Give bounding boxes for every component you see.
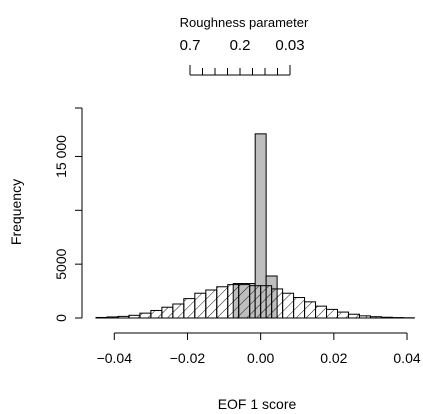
legend-label-low: 0.7 (180, 37, 201, 54)
hatched-bar-13 (238, 284, 251, 319)
hatched-bar-8 (183, 298, 196, 319)
hatched-series (95, 284, 415, 319)
hatched-bar-19 (304, 301, 317, 319)
x-tick-label: 0.00 (247, 350, 274, 366)
y-tick-label: 15 000 (53, 135, 69, 178)
legend-scale (189, 65, 291, 76)
legend-title: Roughness parameter (180, 15, 309, 30)
x-tick-label: −0.04 (97, 350, 133, 366)
hatched-bar-22 (337, 311, 349, 319)
x-tick-label: 0.04 (393, 350, 420, 366)
y-axis: 0 5000 15 000 (53, 107, 83, 322)
hatched-bar-5 (150, 309, 163, 319)
x-axis: −0.04 −0.02 0.00 0.02 0.04 (97, 332, 421, 366)
y-tick-label: 5000 (53, 248, 69, 279)
hatched-bar-20 (315, 305, 328, 319)
x-tick-label: 0.02 (320, 350, 347, 366)
x-axis-label: EOF 1 score (218, 396, 297, 412)
x-tick-label: −0.02 (170, 350, 206, 366)
legend-label-mid: 0.2 (230, 37, 251, 54)
hatched-bar-9 (194, 292, 207, 319)
hatched-bar-18 (293, 297, 306, 319)
legend-label-high: 0.03 (275, 37, 304, 54)
hatched-bar-4 (139, 312, 152, 319)
hatched-bar-10 (205, 289, 218, 319)
y-axis-label: Frequency (8, 179, 24, 245)
hatched-bar-11 (216, 286, 229, 319)
hatched-bar-16 (271, 288, 284, 319)
hatched-bar-15 (260, 285, 273, 319)
hatched-bar-23 (347, 313, 360, 319)
hatched-bar-7 (172, 303, 185, 319)
hatched-bar-21 (326, 308, 339, 319)
y-tick-label: 0 (53, 314, 69, 322)
hatched-bar-14 (249, 285, 262, 319)
hatched-bar-6 (161, 306, 174, 319)
hatched-bar-17 (282, 292, 295, 319)
hatched-bar-12 (227, 284, 240, 319)
